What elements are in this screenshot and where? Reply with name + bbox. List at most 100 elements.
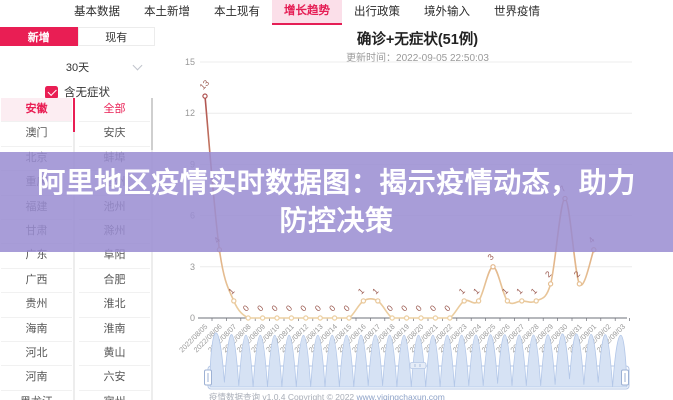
page-title: 阿里地区疫情实时数据图：揭示疫情动态，助力防控决策 bbox=[37, 167, 636, 236]
province-item[interactable]: 澳门 bbox=[1, 122, 72, 147]
nav-tab-7[interactable]: 世界疫情 bbox=[494, 6, 540, 18]
data-point[interactable] bbox=[231, 298, 237, 304]
y-axis-label: 3 bbox=[190, 262, 195, 272]
title-overlay: 阿里地区疫情实时数据图：揭示疫情动态，助力防控决策 bbox=[0, 152, 673, 252]
data-label: 1 bbox=[457, 286, 468, 297]
data-point[interactable] bbox=[533, 298, 539, 304]
top-nav: 基本数据 本土新增 本土现有 增长趋势 出行政策 境外输入 世界疫情 bbox=[0, 0, 673, 26]
province-item[interactable]: 广西 bbox=[1, 268, 72, 294]
data-label: 1 bbox=[370, 286, 381, 297]
data-point[interactable] bbox=[303, 315, 309, 321]
data-label: 1 bbox=[226, 286, 237, 297]
data-label: 0 bbox=[428, 303, 439, 314]
data-point[interactable] bbox=[475, 298, 482, 304]
data-point[interactable] bbox=[447, 315, 453, 321]
data-label: 0 bbox=[413, 303, 424, 314]
data-point[interactable] bbox=[360, 298, 367, 304]
period-value: 30天 bbox=[65, 61, 90, 74]
data-label: 0 bbox=[399, 303, 410, 314]
data-label: 0 bbox=[341, 303, 352, 314]
data-point[interactable] bbox=[403, 315, 410, 321]
period-select[interactable]: 30天 bbox=[0, 55, 155, 78]
data-point[interactable] bbox=[519, 298, 525, 304]
city-item[interactable]: 六安 bbox=[79, 366, 150, 391]
city-item[interactable]: 黄山 bbox=[79, 341, 150, 367]
datazoom-center-grip[interactable] bbox=[409, 362, 427, 369]
data-point[interactable] bbox=[576, 281, 583, 287]
province-item[interactable]: 安徽 bbox=[1, 98, 72, 123]
data-point[interactable] bbox=[346, 315, 352, 321]
data-label: 1 bbox=[514, 286, 525, 297]
data-label: 0 bbox=[385, 303, 396, 314]
data-label: 0 bbox=[313, 303, 324, 314]
data-point[interactable] bbox=[432, 315, 439, 321]
asymptomatic-filter[interactable]: 含无症状 bbox=[0, 83, 155, 101]
province-item[interactable]: 河南 bbox=[1, 366, 72, 391]
city-item[interactable]: 淮北 bbox=[79, 293, 150, 318]
data-point[interactable] bbox=[274, 315, 280, 321]
data-point[interactable] bbox=[375, 298, 381, 304]
data-label: 0 bbox=[298, 303, 309, 314]
mode-toggle: 新增 现有 bbox=[0, 27, 155, 46]
nav-tab-3[interactable]: 本土现有 bbox=[214, 6, 260, 18]
y-axis-label: 15 bbox=[185, 57, 195, 67]
data-label: 1 bbox=[500, 286, 511, 297]
data-label: 1 bbox=[471, 286, 482, 297]
city-item[interactable]: 合肥 bbox=[79, 268, 150, 294]
data-label: 0 bbox=[442, 303, 453, 314]
data-label: 0 bbox=[241, 303, 252, 314]
province-scrollbar-thumb[interactable] bbox=[72, 98, 75, 132]
city-item[interactable]: 淮南 bbox=[79, 317, 150, 342]
data-point[interactable] bbox=[461, 298, 467, 304]
footer-text: 疫情数据查询 v1.0.4 Copyright © 2022 bbox=[209, 392, 357, 400]
chart-update-time: 更新时间：2022-09-05 22:50:03 bbox=[346, 53, 489, 64]
data-point[interactable] bbox=[331, 315, 338, 321]
city-item[interactable]: 全部 bbox=[79, 98, 150, 123]
data-point[interactable] bbox=[202, 93, 208, 99]
data-label: 0 bbox=[255, 303, 266, 314]
data-point[interactable] bbox=[418, 315, 424, 321]
data-point[interactable] bbox=[245, 315, 251, 321]
province-item[interactable]: 河北 bbox=[1, 341, 72, 367]
data-point[interactable] bbox=[259, 315, 266, 321]
data-label: 2 bbox=[572, 269, 583, 280]
province-item[interactable]: 海南 bbox=[1, 317, 72, 342]
y-axis-label: 0 bbox=[190, 313, 195, 323]
nav-tab-bar: 基本数据 本土新增 本土现有 增长趋势 出行政策 境外输入 世界疫情 bbox=[62, 0, 673, 25]
nav-tab-1[interactable]: 基本数据 bbox=[74, 6, 120, 18]
y-axis-label: 12 bbox=[185, 108, 195, 118]
data-label: 0 bbox=[269, 303, 280, 314]
toggle-new-cases[interactable]: 新增 bbox=[0, 27, 78, 46]
province-item[interactable]: 贵州 bbox=[1, 293, 72, 318]
nav-tab-4[interactable]: 增长趋势 bbox=[272, 0, 342, 25]
data-point[interactable] bbox=[317, 315, 323, 321]
city-item[interactable]: 安庆 bbox=[79, 122, 150, 147]
data-label: 0 bbox=[284, 303, 295, 314]
data-point[interactable] bbox=[288, 315, 295, 321]
checkbox-label: 含无症状 bbox=[64, 87, 110, 99]
checkbox-checked-icon[interactable] bbox=[45, 85, 58, 99]
city-scrollbar-thumb[interactable] bbox=[150, 98, 153, 150]
copyright-footer: 疫情数据查询 v1.0.4 Copyright © 2022 www.yiqin… bbox=[209, 391, 445, 400]
chevron-down-icon bbox=[132, 60, 143, 71]
nav-tab-2[interactable]: 本土新增 bbox=[144, 6, 190, 18]
chart-title: 确诊+无症状(51例) bbox=[356, 32, 479, 48]
data-label: 1 bbox=[529, 286, 540, 297]
nav-tab-6[interactable]: 境外输入 bbox=[424, 6, 470, 18]
toggle-existing-cases[interactable]: 现有 bbox=[77, 27, 155, 46]
nav-tab-5[interactable]: 出行政策 bbox=[354, 6, 400, 18]
province-item[interactable]: 黑龙江 bbox=[1, 390, 72, 400]
city-item[interactable]: 宿州 bbox=[79, 390, 150, 400]
data-point[interactable] bbox=[504, 298, 511, 304]
data-point[interactable] bbox=[389, 315, 395, 321]
footer-link[interactable]: www.yiqingchaxun.com bbox=[356, 392, 445, 400]
data-label: 2 bbox=[543, 269, 554, 280]
datazoom-minimap bbox=[209, 332, 628, 388]
data-point[interactable] bbox=[490, 264, 496, 270]
data-point[interactable] bbox=[547, 281, 554, 287]
data-label: 0 bbox=[327, 303, 338, 314]
data-label: 1 bbox=[356, 286, 367, 297]
data-label: 13 bbox=[197, 78, 211, 92]
data-label: 3 bbox=[485, 252, 496, 263]
